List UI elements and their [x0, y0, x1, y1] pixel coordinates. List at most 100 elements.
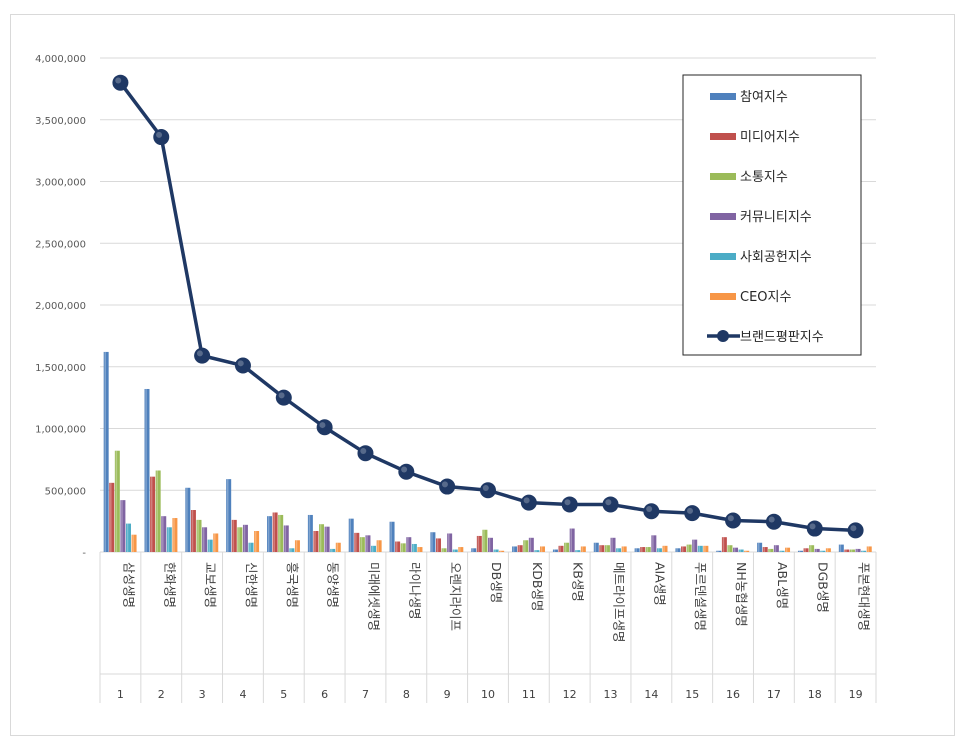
bar-highlight — [477, 535, 480, 552]
bar — [109, 482, 115, 552]
rank-label: 15 — [685, 688, 699, 701]
x-axis-table: 삼성생명 1 한화생명 2 교보생명 3 신한생명 4 흥국생명 5 동양생명 6 미래에셋생명 7 라이나… — [99, 551, 877, 703]
y-tick-label: 3,000,000 — [35, 178, 86, 189]
bar-highlight — [698, 545, 701, 552]
line-point-highlight — [727, 515, 734, 522]
line-point — [398, 463, 415, 480]
bar — [599, 545, 605, 552]
bar — [564, 542, 570, 552]
line-point-highlight — [850, 525, 857, 532]
bar — [593, 542, 599, 552]
bar-highlight — [867, 546, 870, 552]
bar — [512, 546, 518, 552]
line-point-highlight — [605, 499, 612, 506]
line-point — [765, 513, 782, 530]
bar — [825, 548, 831, 552]
line-point-highlight — [156, 131, 163, 138]
bar — [155, 470, 161, 552]
bar-highlight — [412, 543, 415, 552]
bar-highlight — [785, 547, 788, 552]
bar-highlight — [681, 546, 684, 552]
category-label: KDB생명 — [530, 562, 545, 611]
line-point — [602, 496, 619, 513]
legend-label: 소통지수 — [740, 170, 788, 185]
bar — [190, 510, 196, 552]
bar-highlight — [214, 533, 216, 552]
bar-series — [103, 351, 872, 552]
bar-highlight — [238, 527, 240, 552]
bar — [558, 545, 564, 552]
bar-highlight — [407, 537, 409, 552]
bar — [580, 546, 586, 552]
legend-swatch — [710, 133, 736, 140]
bar-highlight — [371, 545, 374, 552]
category-label: 오렌지라이프 — [448, 562, 463, 631]
line-point — [194, 347, 211, 364]
bar — [797, 550, 803, 552]
bar-highlight — [156, 470, 158, 552]
bar — [254, 531, 260, 552]
rank-label: 10 — [481, 688, 495, 701]
legend-swatch — [710, 253, 736, 260]
bar — [359, 537, 365, 552]
bar — [248, 542, 254, 552]
bar — [411, 543, 417, 552]
bar-highlight — [121, 500, 123, 552]
bar — [697, 545, 703, 552]
bar — [365, 535, 371, 552]
rank-label: 3 — [199, 688, 206, 701]
bar-highlight — [395, 541, 398, 552]
bar — [656, 548, 662, 552]
bar-highlight — [390, 521, 392, 552]
bar-highlight — [518, 545, 520, 552]
bar — [202, 527, 208, 552]
bar-highlight — [279, 514, 281, 552]
bar-highlight — [208, 539, 210, 552]
bar — [131, 534, 137, 552]
line-point-highlight — [196, 350, 203, 357]
bar-highlight — [284, 525, 287, 552]
bar — [744, 550, 750, 552]
bar — [452, 549, 458, 552]
line-point-highlight — [523, 497, 530, 504]
bar-highlight — [780, 550, 782, 552]
y-tick-label: 3,500,000 — [35, 116, 86, 127]
bar — [237, 527, 243, 552]
bar-highlight — [722, 537, 725, 552]
category-label: KB생명 — [571, 562, 586, 602]
bar-highlight — [319, 524, 322, 552]
bar — [861, 550, 867, 552]
bar — [738, 549, 744, 552]
bar-highlight — [243, 524, 246, 552]
legend-swatch — [710, 93, 736, 100]
bar — [768, 548, 774, 552]
line-point — [684, 505, 701, 522]
bar-highlight — [717, 550, 719, 552]
bar — [213, 533, 219, 552]
rank-label: 8 — [403, 688, 410, 701]
rank-label: 6 — [321, 688, 328, 701]
bar-highlight — [254, 531, 257, 552]
bar — [640, 547, 646, 552]
bar — [172, 518, 178, 552]
bar-highlight — [401, 543, 404, 552]
bar-highlight — [360, 537, 363, 552]
bar — [838, 544, 844, 552]
bar — [226, 479, 232, 552]
rank-label: 2 — [158, 688, 165, 701]
y-tick-label: 500,000 — [45, 486, 86, 497]
bar-highlight — [757, 542, 760, 552]
bar — [809, 545, 815, 552]
bar-highlight — [622, 546, 624, 552]
bar — [528, 537, 534, 552]
bar — [662, 545, 668, 552]
line-series — [112, 74, 864, 539]
line-point — [847, 522, 864, 539]
bar-highlight — [861, 550, 864, 552]
bar-highlight — [809, 545, 812, 552]
line-point — [316, 419, 333, 436]
bar — [534, 550, 540, 552]
bar — [289, 548, 295, 552]
category-label: ABL생명 — [775, 562, 790, 609]
y-tick-label: 1,000,000 — [35, 425, 86, 436]
